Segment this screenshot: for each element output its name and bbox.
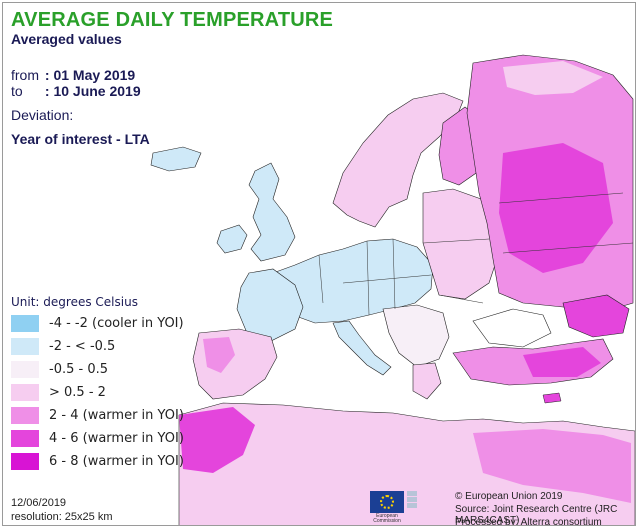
legend-swatch (11, 406, 39, 424)
map-region-balkans (382, 304, 450, 368)
map-region-cyprus (542, 392, 562, 404)
credit-processed: Processed by: Alterra consortium (455, 517, 602, 526)
period-to-row: to : 10 June 2019 (11, 83, 141, 99)
period-from-value: : 01 May 2019 (44, 67, 136, 83)
period-from-label: from (11, 67, 39, 83)
legend-swatch (11, 452, 39, 470)
legend-item: -4 - -2 (cooler in YOI) (11, 313, 184, 333)
period-to-label: to (11, 83, 23, 99)
logo-bars-icon (407, 491, 417, 513)
legend-label: -2 - < -0.5 (49, 338, 116, 354)
map-title: AVERAGE DAILY TEMPERATURE (11, 9, 334, 31)
map-region-italy (332, 320, 392, 376)
legend-swatch (11, 383, 39, 401)
map-region-central-europe (272, 238, 434, 324)
map-region-iceland (150, 146, 202, 172)
deviation-label: Deviation: (11, 107, 74, 123)
credit-copyright: © European Union 2019 (455, 491, 563, 502)
legend-item: 6 - 8 (warmer in YOI) (11, 451, 184, 471)
legend-unit: Unit: degrees Celsius (11, 295, 138, 309)
map-region-great-britain (248, 162, 296, 262)
legend-label: > 0.5 - 2 (49, 384, 106, 400)
legend-swatch (11, 360, 39, 378)
legend-item: 4 - 6 (warmer in YOI) (11, 428, 184, 448)
map-region-turkey-hot (523, 347, 601, 377)
map-region-russia-core (499, 143, 613, 273)
period-to-value: : 10 June 2019 (44, 83, 141, 99)
map-region-ireland (216, 224, 248, 254)
map-region-caucasus (562, 294, 630, 338)
europe-map (150, 54, 635, 525)
country-borders (318, 192, 634, 316)
map-region-libya-egypt (473, 429, 631, 503)
credit-source: Source: Joint Research Centre (JRC MARS4… (455, 504, 618, 526)
legend-swatch (11, 337, 39, 355)
map-region-black-sea (472, 308, 552, 348)
legend-label: 6 - 8 (warmer in YOI) (49, 453, 184, 469)
legend-item: > 0.5 - 2 (11, 382, 106, 402)
legend-label: 2 - 4 (warmer in YOI) (49, 407, 184, 423)
legend-item: 2 - 4 (warmer in YOI) (11, 405, 184, 425)
map-region-greece (412, 362, 442, 400)
map-region-scandinavia (332, 92, 464, 228)
deviation-description: Year of interest - LTA (11, 131, 150, 147)
map-region-eastern-europe (422, 188, 500, 300)
legend-item: -2 - < -0.5 (11, 336, 115, 356)
map-region-iberia-warm (203, 337, 235, 373)
map-region-russia-north (503, 61, 603, 95)
legend-label: -0.5 - 0.5 (49, 361, 108, 377)
footer-date: 12/06/2019 (11, 497, 67, 509)
legend-label: -4 - -2 (cooler in YOI) (49, 315, 184, 331)
legend-label: 4 - 6 (warmer in YOI) (49, 430, 184, 446)
legend-item: -0.5 - 0.5 (11, 359, 108, 379)
european-commission-logo: European Commission (363, 491, 423, 524)
eu-flag-icon (370, 491, 404, 513)
footer-resolution: resolution: 25x25 km (11, 511, 113, 523)
period-from-row: from : 01 May 2019 (11, 67, 135, 83)
legend-swatch (11, 314, 39, 332)
logo-caption: European Commission (373, 513, 401, 524)
map-frame: AVERAGE DAILY TEMPERATURE Averaged value… (2, 2, 636, 526)
map-region-morocco (179, 407, 255, 473)
map-subtitle: Averaged values (11, 31, 122, 47)
map-region-france (236, 268, 304, 342)
legend-swatch (11, 429, 39, 447)
